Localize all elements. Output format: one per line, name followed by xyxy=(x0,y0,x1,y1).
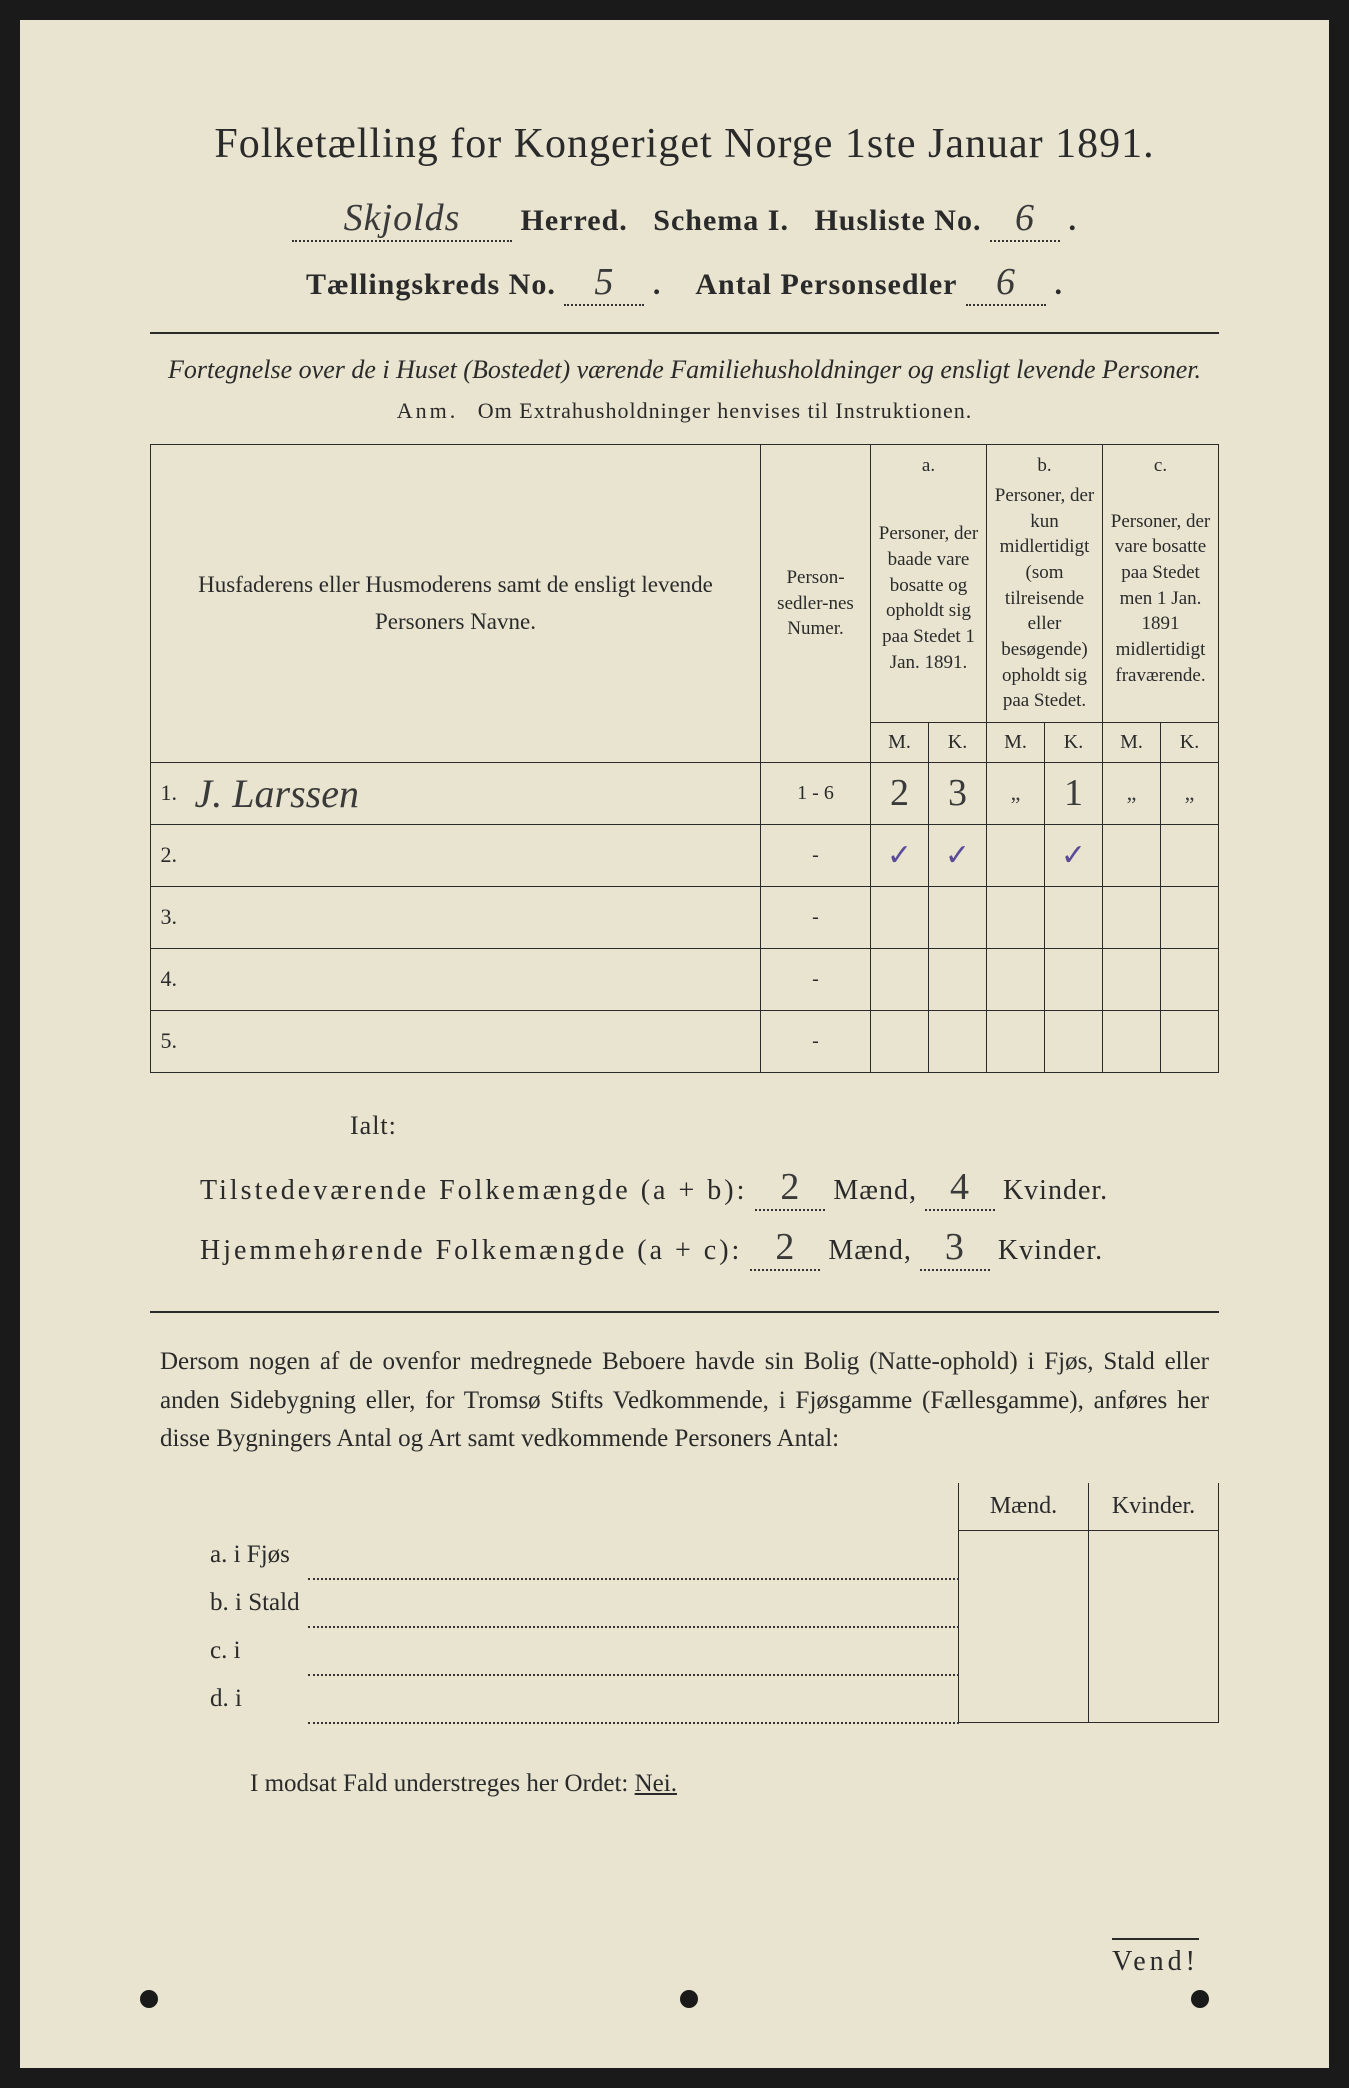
lower-row-c: c. i xyxy=(150,1627,1219,1675)
lower-row-b: b. i Stald xyxy=(150,1579,1219,1627)
header-line-2: Tællingskreds No. 5 . Antal Personsedler… xyxy=(150,260,1219,306)
col-a-desc: Personer, der baade vare bosatte og opho… xyxy=(871,481,987,722)
husliste-label: Husliste No. xyxy=(814,204,981,237)
husliste-value: 6 xyxy=(990,196,1060,242)
col-b-m: M. xyxy=(987,722,1045,762)
col-a-k: K. xyxy=(929,722,987,762)
antps-label: Antal Personsedler xyxy=(695,268,957,301)
lower-row-a: a. i Fjøs xyxy=(150,1531,1219,1579)
lower-kvinder: Kvinder. xyxy=(1089,1483,1219,1531)
closing-line: I modsat Fald understreges her Ordet: Ne… xyxy=(150,1770,1219,1798)
divider-2 xyxy=(150,1311,1219,1313)
divider-1 xyxy=(150,332,1219,334)
col-numer-header: Person-sedler-nes Numer. xyxy=(761,445,871,762)
lower-row-d: d. i xyxy=(150,1675,1219,1723)
note: Anm. Om Extrahusholdninger henvises til … xyxy=(150,398,1219,424)
punch-hole xyxy=(1191,1990,1209,2008)
header-line-1: Skjolds Herred. Schema I. Husliste No. 6… xyxy=(150,196,1219,242)
punch-hole xyxy=(140,1990,158,2008)
census-form-page: Folketælling for Kongeriget Norge 1ste J… xyxy=(20,20,1329,2068)
table-row: 4.- xyxy=(151,948,1219,1010)
tkreds-value: 5 xyxy=(564,260,644,306)
table-row: 1.J. Larssen1 - 623„1„„ xyxy=(151,762,1219,824)
subtitle: Fortegnelse over de i Huset (Bostedet) v… xyxy=(150,352,1219,388)
schema-label: Schema I. xyxy=(653,204,789,237)
lower-maend: Mænd. xyxy=(959,1483,1089,1531)
col-c-label: c. xyxy=(1103,445,1219,481)
herred-value: Skjolds xyxy=(292,196,512,242)
page-title: Folketælling for Kongeriget Norge 1ste J… xyxy=(150,120,1219,168)
col-c-k: K. xyxy=(1161,722,1219,762)
antps-value: 6 xyxy=(966,260,1046,306)
col-a-label: a. xyxy=(871,445,987,481)
sum2-k: 3 xyxy=(920,1225,990,1271)
note-prefix: Anm. xyxy=(397,398,459,423)
col-c-m: M. xyxy=(1103,722,1161,762)
sum2-m: 2 xyxy=(750,1225,820,1271)
sum1-m: 2 xyxy=(755,1165,825,1211)
col-b-k: K. xyxy=(1045,722,1103,762)
tkreds-label: Tællingskreds No. xyxy=(306,268,556,301)
summary-block: Ialt: Tilstedeværende Folkemængde (a + b… xyxy=(150,1111,1219,1271)
col-b-label: b. xyxy=(987,445,1103,481)
col-c-desc: Personer, der vare bosatte paa Stedet me… xyxy=(1103,481,1219,722)
vend-label: Vend! xyxy=(1112,1938,1199,1978)
note-text: Om Extrahusholdninger henvises til Instr… xyxy=(478,398,972,423)
ialt-label: Ialt: xyxy=(150,1111,1219,1141)
main-table: Husfaderens eller Husmoderens samt de en… xyxy=(150,444,1219,1072)
sum1-k: 4 xyxy=(925,1165,995,1211)
lower-table: Mænd. Kvinder. a. i Fjøs b. i Stald c. i… xyxy=(150,1483,1219,1724)
punch-hole xyxy=(680,1990,698,2008)
summary-row-2: Hjemmehørende Folkemængde (a + c): 2 Mæn… xyxy=(150,1225,1219,1271)
col-a-m: M. xyxy=(871,722,929,762)
herred-label: Herred. xyxy=(521,204,628,237)
col-b-desc: Personer, der kun midlertidigt (som tilr… xyxy=(987,481,1103,722)
table-row: 5.- xyxy=(151,1010,1219,1072)
paragraph: Dersom nogen af de ovenfor medregnede Be… xyxy=(150,1343,1219,1459)
nei: Nei. xyxy=(635,1770,677,1797)
table-row: 3.- xyxy=(151,886,1219,948)
table-row: 2.-✓✓✓ xyxy=(151,824,1219,886)
summary-row-1: Tilstedeværende Folkemængde (a + b): 2 M… xyxy=(150,1165,1219,1211)
col-name-header: Husfaderens eller Husmoderens samt de en… xyxy=(151,445,761,762)
